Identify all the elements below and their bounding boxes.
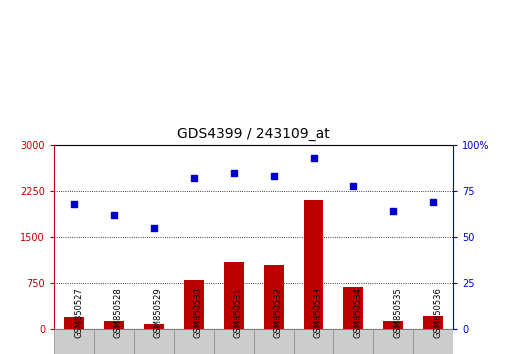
Bar bbox=[373, 329, 413, 354]
Bar bbox=[264, 265, 284, 329]
Text: GSM850533: GSM850533 bbox=[314, 287, 322, 338]
Point bbox=[349, 183, 357, 188]
Point bbox=[110, 212, 118, 218]
Point bbox=[310, 155, 318, 161]
Bar bbox=[334, 329, 373, 354]
Text: GSM850529: GSM850529 bbox=[154, 288, 163, 338]
Bar bbox=[303, 200, 323, 329]
Point bbox=[190, 176, 198, 181]
Text: GSM850532: GSM850532 bbox=[273, 287, 283, 338]
Bar bbox=[94, 329, 134, 354]
Bar bbox=[174, 329, 214, 354]
Text: GSM850531: GSM850531 bbox=[234, 287, 243, 338]
Text: GSM850536: GSM850536 bbox=[433, 287, 442, 338]
Bar bbox=[253, 329, 294, 354]
Bar bbox=[54, 329, 94, 354]
Bar bbox=[214, 329, 253, 354]
Bar bbox=[423, 316, 443, 329]
Text: GSM850530: GSM850530 bbox=[194, 287, 203, 338]
Title: GDS4399 / 243109_at: GDS4399 / 243109_at bbox=[177, 127, 330, 141]
Bar bbox=[294, 329, 334, 354]
Point bbox=[70, 201, 78, 207]
Bar bbox=[413, 329, 453, 354]
Bar bbox=[344, 287, 364, 329]
Bar bbox=[104, 321, 124, 329]
Point bbox=[269, 173, 278, 179]
Text: GSM850535: GSM850535 bbox=[393, 287, 402, 338]
Bar bbox=[383, 321, 403, 329]
Bar bbox=[64, 317, 84, 329]
Point bbox=[150, 225, 158, 231]
Bar bbox=[184, 280, 204, 329]
Point bbox=[429, 199, 437, 205]
Text: GSM850528: GSM850528 bbox=[114, 287, 123, 338]
Text: GSM850527: GSM850527 bbox=[74, 287, 83, 338]
Text: GSM850534: GSM850534 bbox=[353, 287, 363, 338]
Point bbox=[389, 209, 398, 214]
Bar bbox=[224, 262, 244, 329]
Point bbox=[230, 170, 238, 176]
Bar bbox=[144, 324, 164, 329]
Bar bbox=[134, 329, 174, 354]
